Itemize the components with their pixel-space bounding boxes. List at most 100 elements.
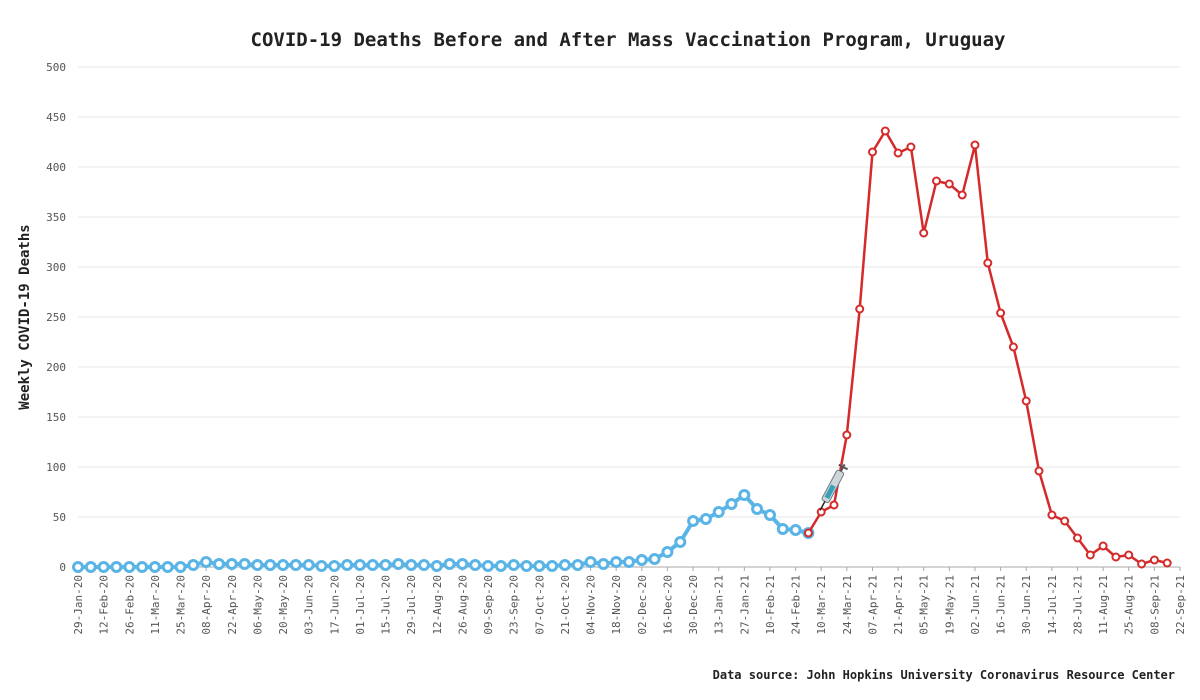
x-tick-label: 09-Sep-20 [482, 575, 495, 635]
annotation [819, 463, 849, 511]
data-point [1085, 550, 1095, 560]
data-point [712, 506, 725, 518]
x-tick-label: 10-Mar-21 [815, 575, 828, 635]
data-point [725, 498, 738, 510]
y-tick-label: 300 [46, 261, 66, 274]
data-point [110, 561, 123, 573]
x-tick-label: 30-Dec-20 [687, 575, 700, 635]
data-point [136, 561, 149, 573]
x-tick-label: 22-Sep-21 [1174, 575, 1187, 635]
data-point [842, 430, 852, 440]
data-point [597, 558, 610, 570]
x-tick-label: 02-Jun-21 [969, 575, 982, 635]
data-point [957, 190, 967, 200]
x-tick-label: 12-Aug-20 [431, 575, 444, 635]
data-point [751, 503, 764, 515]
syringe-icon [819, 463, 849, 511]
data-point [97, 561, 110, 573]
y-tick-label: 0 [59, 561, 66, 574]
data-point [213, 558, 225, 570]
data-point [944, 179, 954, 189]
data-point [1073, 533, 1082, 543]
data-point [469, 559, 482, 571]
data-point [674, 536, 687, 548]
data-point [789, 524, 802, 536]
x-tick-label: 08-Sep-21 [1148, 575, 1161, 635]
data-point [1008, 342, 1018, 352]
data-point [868, 147, 877, 157]
x-tick-label: 16-Dec-20 [661, 575, 674, 635]
x-tick-label: 04-Nov-20 [585, 575, 598, 635]
data-point [289, 559, 302, 571]
x-tick-label: 23-Sep-20 [508, 575, 521, 635]
y-tick-label: 500 [46, 61, 66, 74]
data-point [507, 559, 520, 571]
data-point [161, 561, 174, 573]
data-point [533, 560, 546, 572]
data-point [225, 558, 238, 570]
data-point [829, 500, 839, 510]
data-point [738, 489, 751, 501]
syringe-needle [819, 501, 826, 511]
y-tick-label: 50 [53, 511, 66, 524]
data-point [148, 561, 161, 573]
data-point [392, 558, 405, 570]
data-point [72, 561, 84, 573]
data-point [251, 559, 264, 571]
data-point [571, 559, 584, 571]
data-point [932, 176, 941, 186]
x-tick-label: 14-Jul-21 [1046, 575, 1059, 635]
x-tick-label: 02-Dec-20 [636, 575, 649, 635]
data-point [558, 559, 571, 571]
y-tick-label: 450 [46, 111, 66, 124]
series [72, 126, 1172, 573]
data-point [983, 258, 993, 268]
x-tick-label: 17-Jun-20 [328, 575, 341, 635]
x-tick-label: 21-Oct-20 [559, 575, 572, 635]
data-point [84, 561, 97, 573]
data-point [623, 556, 635, 568]
data-point [880, 126, 890, 136]
x-tick-label: 26-Aug-20 [456, 575, 469, 635]
data-point [200, 556, 213, 568]
x-tick-label: 07-Oct-20 [533, 575, 546, 635]
data-point [1034, 466, 1044, 476]
data-point [803, 528, 813, 538]
data-point [855, 304, 865, 314]
x-tick-label: 10-Feb-21 [764, 575, 777, 635]
y-tick-label: 150 [46, 411, 66, 424]
x-tick-label: 25-Mar-20 [175, 575, 188, 635]
data-point [456, 558, 469, 570]
data-point [776, 523, 789, 535]
data-point [699, 513, 712, 525]
x-tick-label: 24-Mar-21 [841, 575, 854, 635]
x-tick-label: 28-Jul-21 [1071, 575, 1084, 635]
data-point [687, 515, 700, 527]
x-tick-label: 05-May-21 [918, 575, 931, 635]
x-tick-label: 08-Apr-20 [200, 575, 213, 635]
x-tick-label: 11-Aug-21 [1097, 575, 1110, 635]
x-tick-label: 27-Jan-21 [738, 575, 751, 635]
data-point [970, 140, 980, 150]
x-tick-label: 06-May-20 [251, 575, 264, 635]
y-tick-label: 350 [46, 211, 66, 224]
data-point [494, 560, 507, 572]
x-tick-label: 26-Feb-20 [123, 575, 136, 635]
data-point [648, 553, 661, 565]
data-point [893, 148, 903, 158]
x-tick-label: 30-Jun-21 [1020, 575, 1033, 635]
x-tick-label: 01-Jul-20 [354, 575, 367, 635]
series-line [807, 129, 1169, 566]
data-point [341, 559, 354, 571]
series-after-vaccination [803, 126, 1172, 569]
x-tick-label: 11-Mar-20 [149, 575, 162, 635]
x-tick-label: 18-Nov-20 [610, 575, 623, 635]
x-tick-label: 29-Jul-20 [405, 575, 418, 635]
x-tick-label: 07-Apr-21 [866, 575, 879, 635]
x-tick-label: 16-Jun-21 [995, 575, 1008, 635]
x-tick-label: 13-Jan-21 [713, 575, 726, 635]
y-tick-label: 200 [46, 361, 66, 374]
series-before-vaccination [72, 489, 815, 573]
data-point [1124, 550, 1134, 560]
x-tick-label: 20-May-20 [277, 575, 290, 635]
